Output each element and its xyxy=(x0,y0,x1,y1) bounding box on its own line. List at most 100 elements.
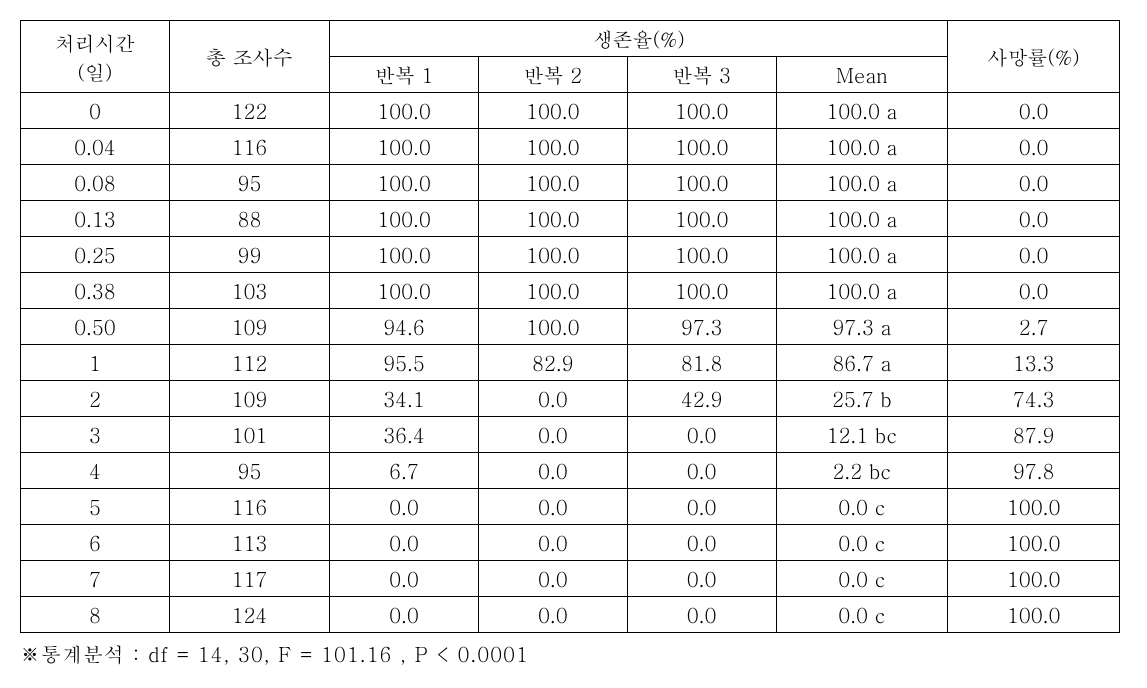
cell-mort: 100.0 xyxy=(948,489,1120,525)
cell-time: 0.13 xyxy=(21,201,170,237)
cell-r2: 100.0 xyxy=(478,129,627,165)
cell-count: 95 xyxy=(169,165,329,201)
cell-count: 117 xyxy=(169,561,329,597)
header-rep2: 반복 2 xyxy=(478,57,627,93)
cell-mort: 0.0 xyxy=(948,237,1120,273)
cell-r2: 100.0 xyxy=(478,93,627,129)
cell-count: 88 xyxy=(169,201,329,237)
cell-r1: 100.0 xyxy=(330,93,479,129)
cell-mort: 0.0 xyxy=(948,93,1120,129)
cell-r1: 94.6 xyxy=(330,309,479,345)
cell-count: 113 xyxy=(169,525,329,561)
table-row: 71170.00.00.00.0 c100.0 xyxy=(21,561,1120,597)
header-mean: Mean xyxy=(776,57,948,93)
cell-mean: 97.3 a xyxy=(776,309,948,345)
cell-r1: 100.0 xyxy=(330,237,479,273)
header-mortality: 사망률(%) xyxy=(948,21,1120,93)
cell-r3: 0.0 xyxy=(627,453,776,489)
survival-table: 처리시간 (일) 총 조사수 생존율(%) 사망률(%) 반복 1 반복 2 반… xyxy=(20,20,1120,633)
cell-r1: 100.0 xyxy=(330,165,479,201)
cell-r3: 100.0 xyxy=(627,237,776,273)
cell-r2: 0.0 xyxy=(478,489,627,525)
header-survival-group: 생존율(%) xyxy=(330,21,948,57)
cell-r3: 0.0 xyxy=(627,525,776,561)
table-row: 4956.70.00.02.2 bc97.8 xyxy=(21,453,1120,489)
stats-footnote: ※통계분석 : df = 14, 30, F = 101.16 , P < 0.… xyxy=(20,633,1120,668)
header-time: 처리시간 (일) xyxy=(21,21,170,93)
cell-time: 0 xyxy=(21,93,170,129)
cell-time: 0.38 xyxy=(21,273,170,309)
header-time-line2: (일) xyxy=(77,57,112,86)
cell-count: 101 xyxy=(169,417,329,453)
cell-count: 95 xyxy=(169,453,329,489)
cell-mean: 25.7 b xyxy=(776,381,948,417)
cell-r1: 0.0 xyxy=(330,525,479,561)
cell-r1: 6.7 xyxy=(330,453,479,489)
cell-r2: 0.0 xyxy=(478,417,627,453)
cell-r2: 0.0 xyxy=(478,525,627,561)
cell-mort: 0.0 xyxy=(948,201,1120,237)
cell-count: 124 xyxy=(169,597,329,633)
cell-mean: 0.0 c xyxy=(776,597,948,633)
cell-r2: 100.0 xyxy=(478,237,627,273)
cell-r3: 100.0 xyxy=(627,93,776,129)
survival-table-container: 처리시간 (일) 총 조사수 생존율(%) 사망률(%) 반복 1 반복 2 반… xyxy=(20,20,1120,668)
cell-time: 2 xyxy=(21,381,170,417)
cell-count: 112 xyxy=(169,345,329,381)
cell-r1: 0.0 xyxy=(330,489,479,525)
table-row: 0.0895100.0100.0100.0100.0 a0.0 xyxy=(21,165,1120,201)
cell-time: 3 xyxy=(21,417,170,453)
cell-r3: 0.0 xyxy=(627,417,776,453)
cell-count: 116 xyxy=(169,129,329,165)
cell-mort: 2.7 xyxy=(948,309,1120,345)
cell-r1: 0.0 xyxy=(330,561,479,597)
cell-time: 0.50 xyxy=(21,309,170,345)
header-time-line1: 처리시간 xyxy=(55,28,135,57)
cell-count: 116 xyxy=(169,489,329,525)
cell-r2: 100.0 xyxy=(478,309,627,345)
cell-r3: 100.0 xyxy=(627,165,776,201)
cell-mort: 0.0 xyxy=(948,165,1120,201)
cell-r3: 100.0 xyxy=(627,201,776,237)
table-row: 0122100.0100.0100.0100.0 a0.0 xyxy=(21,93,1120,129)
cell-mean: 100.0 a xyxy=(776,237,948,273)
cell-mean: 0.0 c xyxy=(776,525,948,561)
cell-mean: 12.1 bc xyxy=(776,417,948,453)
cell-mean: 100.0 a xyxy=(776,93,948,129)
cell-mort: 13.3 xyxy=(948,345,1120,381)
cell-r2: 0.0 xyxy=(478,597,627,633)
cell-r3: 0.0 xyxy=(627,597,776,633)
cell-r2: 100.0 xyxy=(478,201,627,237)
cell-time: 0.04 xyxy=(21,129,170,165)
table-row: 51160.00.00.00.0 c100.0 xyxy=(21,489,1120,525)
table-header: 처리시간 (일) 총 조사수 생존율(%) 사망률(%) 반복 1 반복 2 반… xyxy=(21,21,1120,93)
cell-mean: 0.0 c xyxy=(776,561,948,597)
cell-mort: 97.8 xyxy=(948,453,1120,489)
table-body: 0122100.0100.0100.0100.0 a0.00.04116100.… xyxy=(21,93,1120,633)
table-row: 0.38103100.0100.0100.0100.0 a0.0 xyxy=(21,273,1120,309)
cell-mean: 100.0 a xyxy=(776,201,948,237)
cell-r2: 0.0 xyxy=(478,453,627,489)
cell-r3: 0.0 xyxy=(627,489,776,525)
cell-mean: 100.0 a xyxy=(776,273,948,309)
cell-r1: 100.0 xyxy=(330,129,479,165)
table-row: 310136.40.00.012.1 bc87.9 xyxy=(21,417,1120,453)
cell-count: 103 xyxy=(169,273,329,309)
cell-mean: 100.0 a xyxy=(776,129,948,165)
cell-r2: 100.0 xyxy=(478,273,627,309)
cell-r1: 36.4 xyxy=(330,417,479,453)
cell-r3: 100.0 xyxy=(627,129,776,165)
cell-time: 5 xyxy=(21,489,170,525)
cell-r3: 97.3 xyxy=(627,309,776,345)
cell-r1: 95.5 xyxy=(330,345,479,381)
cell-count: 122 xyxy=(169,93,329,129)
cell-time: 4 xyxy=(21,453,170,489)
table-row: 0.2599100.0100.0100.0100.0 a0.0 xyxy=(21,237,1120,273)
cell-mean: 0.0 c xyxy=(776,489,948,525)
cell-r1: 34.1 xyxy=(330,381,479,417)
table-row: 0.04116100.0100.0100.0100.0 a0.0 xyxy=(21,129,1120,165)
cell-mean: 2.2 bc xyxy=(776,453,948,489)
cell-mort: 74.3 xyxy=(948,381,1120,417)
cell-mean: 100.0 a xyxy=(776,165,948,201)
cell-time: 1 xyxy=(21,345,170,381)
